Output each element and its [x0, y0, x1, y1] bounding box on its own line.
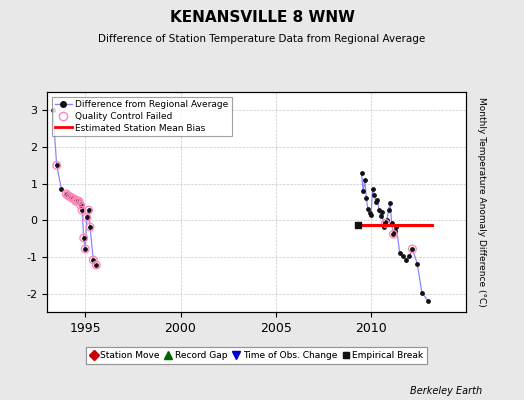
Point [77, 202, 85, 208]
Point [405, 253, 413, 260]
Point [75, 198, 83, 204]
Point [52, 162, 61, 168]
Point [66, 193, 74, 200]
Point [361, 177, 369, 183]
Text: Berkeley Earth: Berkeley Earth [410, 386, 482, 396]
Point [75, 198, 83, 204]
Point [63, 192, 72, 199]
Point [391, 227, 399, 234]
Point [92, 262, 101, 268]
Point [413, 260, 421, 267]
Point [72, 198, 80, 204]
Legend: Station Move, Record Gap, Time of Obs. Change, Empirical Break: Station Move, Record Gap, Time of Obs. C… [86, 347, 427, 364]
Point [80, 235, 88, 241]
Point [66, 193, 74, 200]
Point [389, 231, 398, 238]
Point [402, 257, 410, 263]
Y-axis label: Monthly Temperature Anomaly Difference (°C): Monthly Temperature Anomaly Difference (… [477, 97, 486, 307]
Point [418, 290, 426, 296]
Point [89, 257, 97, 263]
Point [77, 202, 85, 208]
Point [67, 194, 75, 200]
Point [52, 162, 61, 168]
Point [83, 214, 91, 221]
Point [49, 107, 57, 114]
Point [373, 197, 381, 203]
Point [73, 197, 81, 204]
Point [57, 186, 66, 192]
Point [80, 235, 88, 241]
Text: Difference of Station Temperature Data from Regional Average: Difference of Station Temperature Data f… [99, 34, 425, 44]
Point [68, 195, 77, 202]
Point [408, 246, 417, 252]
Point [392, 224, 401, 230]
Point [375, 207, 383, 213]
Point [364, 206, 372, 212]
Point [387, 220, 396, 226]
Point [380, 224, 388, 230]
Point [365, 210, 374, 216]
Point [86, 224, 94, 230]
Point [389, 231, 398, 238]
Point [89, 257, 97, 263]
Point [386, 200, 395, 206]
Point [70, 196, 79, 202]
Point [359, 188, 367, 194]
Point [381, 220, 389, 226]
Point [72, 198, 80, 204]
Point [84, 207, 93, 213]
Point [376, 213, 385, 219]
Point [370, 192, 378, 198]
Point [62, 191, 70, 197]
Point [67, 194, 75, 200]
Point [68, 195, 77, 202]
Point [399, 253, 407, 260]
Point [362, 195, 370, 202]
Point [378, 209, 386, 216]
Point [357, 170, 366, 176]
Point [383, 216, 391, 223]
Point [81, 246, 90, 252]
Point [62, 191, 70, 197]
Point [385, 207, 393, 213]
Point [381, 220, 389, 226]
Point [408, 246, 417, 252]
Point [368, 186, 377, 192]
Point [84, 207, 93, 213]
Point [367, 212, 375, 218]
Point [78, 207, 86, 213]
Point [70, 196, 79, 202]
Point [73, 197, 81, 204]
Point [396, 250, 404, 256]
Text: KENANSVILLE 8 WNW: KENANSVILLE 8 WNW [169, 10, 355, 25]
Point [92, 262, 101, 268]
Point [83, 214, 91, 221]
Point [81, 246, 90, 252]
Point [354, 222, 362, 228]
Point [63, 192, 72, 199]
Point [86, 224, 94, 230]
Point [424, 298, 432, 304]
Point [78, 207, 86, 213]
Point [372, 199, 380, 205]
